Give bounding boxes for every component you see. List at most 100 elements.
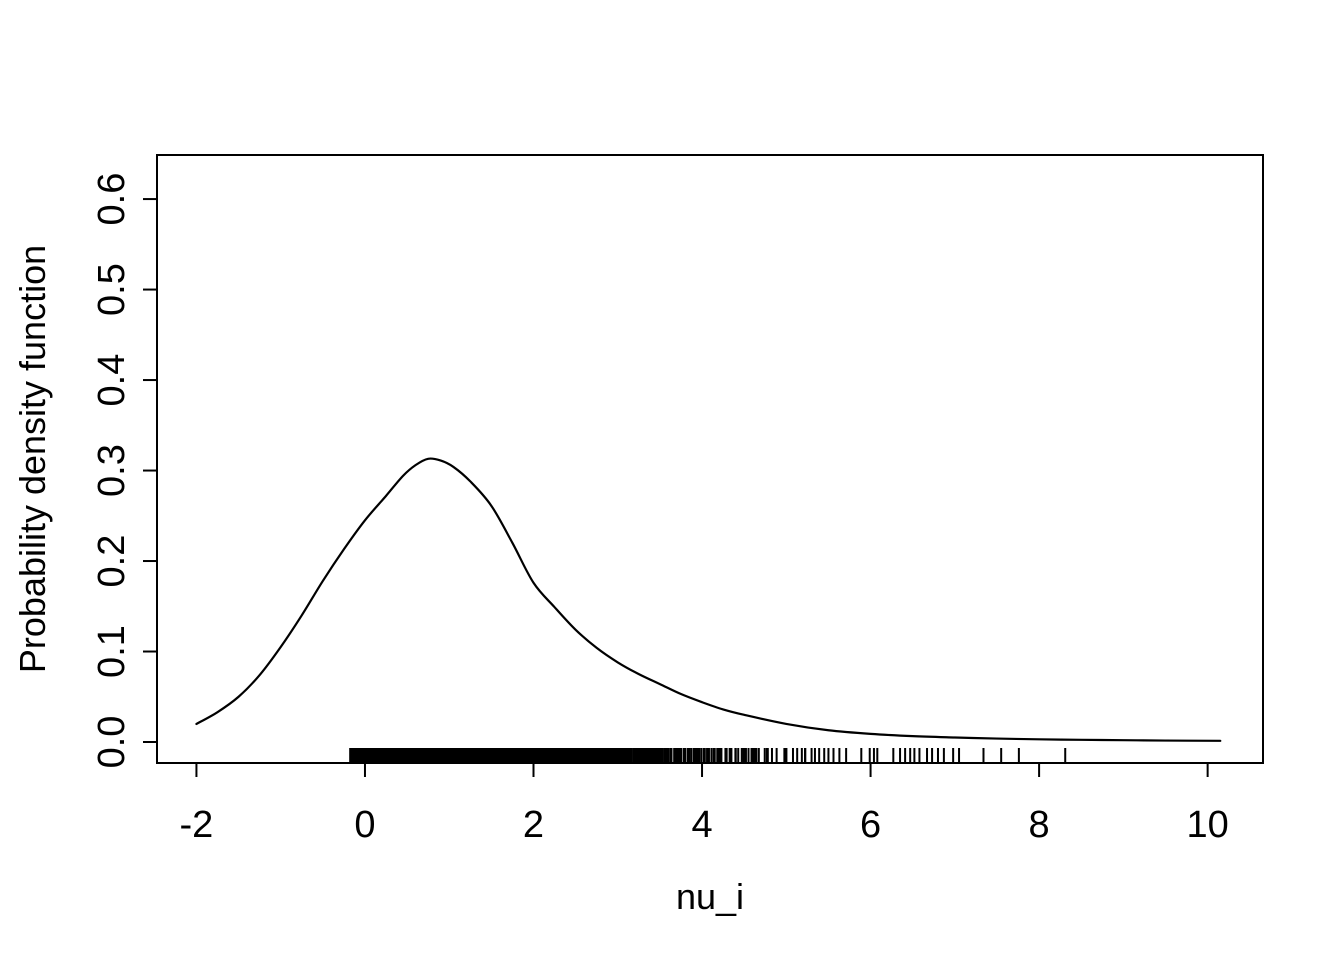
rug-tick: [899, 748, 902, 762]
rug-tick: [354, 748, 357, 762]
rug-tick: [648, 748, 651, 762]
rug-tick: [827, 748, 830, 762]
rug-tick: [730, 748, 733, 762]
rug-tick: [832, 748, 835, 762]
y-tick-label: 0.5: [91, 263, 133, 316]
rug-tick: [763, 748, 766, 762]
rug-tick: [716, 748, 719, 762]
rug-tick: [725, 748, 728, 762]
rug-tick: [1000, 748, 1003, 762]
rug-tick: [686, 748, 689, 762]
rug-tick: [656, 748, 659, 762]
x-tick-label: -2: [180, 804, 214, 846]
rug-tick: [624, 748, 627, 762]
rug-tick: [706, 748, 709, 762]
rug-tick: [688, 748, 691, 762]
rug-tick: [868, 748, 871, 762]
rug-tick: [743, 748, 746, 762]
rug-tick: [684, 748, 687, 762]
rug-tick: [637, 748, 640, 762]
rug-tick: [585, 748, 588, 762]
rug-tick: [680, 748, 683, 762]
rug-tick: [784, 748, 787, 762]
plot-box: [156, 154, 1264, 764]
rug-tick: [557, 748, 560, 762]
y-tick-label: 0.3: [91, 444, 133, 497]
rug-tick: [718, 748, 721, 762]
rug-tick: [460, 748, 463, 762]
rug-tick: [958, 748, 961, 762]
rug-tick: [638, 748, 641, 762]
rug-tick: [775, 748, 778, 762]
rug-tick: [744, 748, 747, 762]
rug-tick: [653, 748, 656, 762]
rug-tick: [535, 748, 538, 762]
rug-tick: [447, 748, 450, 762]
rug-tick: [664, 748, 667, 762]
rug-tick: [413, 748, 416, 762]
rug-tick: [655, 748, 658, 762]
rug-tick: [703, 748, 706, 762]
rug-tick: [845, 748, 848, 762]
rug-tick: [696, 748, 699, 762]
rug-tick: [619, 748, 622, 762]
rug-tick: [605, 748, 608, 762]
rug-tick: [640, 748, 643, 762]
rug-tick: [892, 748, 895, 762]
rug-tick: [785, 748, 788, 762]
rug-tick: [678, 748, 681, 762]
x-tick-label: 4: [691, 804, 712, 846]
rug-tick: [635, 748, 638, 762]
y-tick-label: 0.0: [91, 716, 133, 769]
rug-tick: [823, 748, 826, 762]
rug-tick: [646, 748, 649, 762]
rug-tick: [521, 748, 524, 762]
rug-tick: [627, 748, 630, 762]
rug-tick: [644, 748, 647, 762]
rug-tick: [707, 748, 710, 762]
rug-tick: [872, 748, 875, 762]
rug-tick: [952, 748, 955, 762]
rug-tick: [796, 748, 799, 762]
rug-tick: [418, 748, 421, 762]
rug-tick: [791, 748, 794, 762]
rug-tick: [720, 748, 723, 762]
rug-tick: [717, 748, 720, 762]
rug-tick: [652, 748, 655, 762]
rug-tick: [737, 748, 740, 762]
rug-tick: [443, 748, 446, 762]
rug-tick: [918, 748, 921, 762]
rug-tick: [734, 748, 737, 762]
rug-tick: [724, 748, 727, 762]
y-tick-label: 0.4: [91, 354, 133, 407]
x-axis-label: nu_i: [675, 876, 745, 917]
rug-tick: [740, 748, 743, 762]
rug-tick: [412, 748, 415, 762]
rug-tick: [904, 748, 907, 762]
rug-tick: [694, 748, 697, 762]
rug-tick: [800, 748, 803, 762]
rug-tick: [634, 748, 637, 762]
rug-tick: [645, 748, 648, 762]
rug-tick: [698, 748, 701, 762]
rug-tick: [374, 748, 377, 762]
rug-tick: [575, 748, 578, 762]
y-tick-label: 0.6: [91, 173, 133, 226]
rug-tick: [630, 748, 633, 762]
x-tick-label: 8: [1029, 804, 1050, 846]
rug-tick: [682, 748, 685, 762]
rug-tick: [770, 748, 773, 762]
rug-tick: [547, 748, 550, 762]
rug-tick: [757, 748, 760, 762]
rug-tick: [1017, 748, 1020, 762]
rug-tick: [909, 748, 912, 762]
y-tick-label: 0.2: [91, 535, 133, 588]
rug-tick: [750, 748, 753, 762]
rug-tick: [616, 748, 619, 762]
rug-tick: [926, 748, 929, 762]
rug-tick: [537, 748, 540, 762]
rug-tick: [982, 748, 985, 762]
rug-tick: [713, 748, 716, 762]
